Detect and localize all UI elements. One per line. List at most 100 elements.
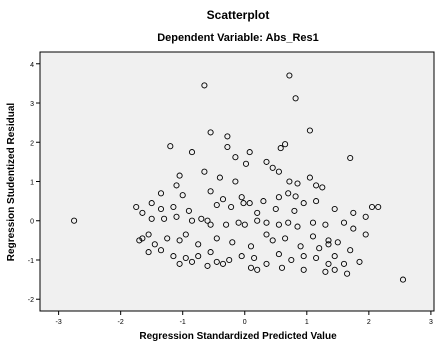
data-point [322,221,329,228]
data-point [254,209,261,216]
data-point [331,266,338,273]
data-point [188,258,196,265]
y-tick-label: -2 [28,297,34,304]
data-point [285,219,292,226]
data-point [182,231,189,238]
data-point [263,158,270,165]
data-point [319,184,326,191]
data-point [291,207,298,214]
data-point [176,172,183,179]
data-point [325,241,332,248]
data-point [161,215,168,222]
data-point [300,253,307,260]
data-point [269,237,276,244]
x-axis-label: Regression Standardized Predicted Value [139,331,337,342]
data-point [347,154,354,162]
data-point [224,133,231,140]
data-point [229,239,236,246]
data-point [240,200,247,207]
data-point [238,194,245,201]
y-tick-label: 0 [30,219,34,226]
data-point [219,260,227,267]
data-point [313,198,320,205]
data-point [148,215,155,222]
y-tick-label: 3 [30,101,34,108]
data-point [322,268,329,275]
data-point [201,168,208,175]
data-point [344,270,351,277]
chart-title: Scatterplot [207,8,270,22]
chart-subtitle: Dependent Variable: Abs_Res1 [157,32,319,44]
data-point [188,217,196,224]
data-point [213,201,220,209]
data-point [399,276,407,283]
data-point [136,237,143,244]
data-point [242,160,250,167]
data-point [309,233,317,240]
y-axis-label: Regression Studentized Residual [6,103,17,262]
data-point [241,221,248,228]
data-point [331,205,338,213]
data-point [235,219,242,226]
data-point [195,241,202,248]
data-point [219,196,227,203]
data-point [148,200,155,207]
data-point [247,243,255,250]
data-point [331,253,338,260]
data-point [263,219,270,226]
data-point [151,241,158,248]
data-point [173,182,180,189]
data-point [254,266,261,273]
data-point [238,253,245,260]
data-point [207,188,214,195]
x-axis: -3 -2 -1 0 1 2 3 [55,311,433,326]
plot-area [39,51,435,312]
data-point [224,143,231,151]
data-point [176,260,183,267]
data-points [71,72,407,283]
x-tick-label: 2 [367,319,371,326]
data-point [157,205,165,213]
data-point [145,249,152,256]
x-tick-label: 3 [429,319,433,326]
data-point [246,149,253,156]
data-point [309,219,317,226]
data-point [185,207,192,214]
data-point [167,143,174,150]
data-point [228,203,235,211]
data-point [269,164,276,171]
data-point [275,168,282,175]
y-axis: 4 3 2 1 0 -1 -2 [28,62,40,304]
data-point [316,245,323,252]
data-point [375,203,382,211]
data-point [139,209,146,216]
data-point [278,264,286,271]
data-point [263,260,270,267]
data-point [188,149,196,156]
data-point [173,213,180,220]
data-point [213,235,220,242]
data-point [306,127,313,134]
data-point [226,256,233,264]
y-tick-label: 4 [30,62,34,69]
data-point [286,178,293,185]
data-point [216,174,223,181]
data-point [272,205,279,213]
data-point [288,256,295,264]
data-point [195,253,202,260]
x-tick-label: -2 [118,319,124,326]
data-point [275,194,282,201]
y-tick-label: -1 [28,258,34,265]
data-point [246,200,253,207]
data-point [164,235,171,242]
data-point [313,254,320,262]
data-point [294,223,301,230]
x-tick-label: -1 [180,319,186,326]
data-point [297,243,304,250]
data-point [157,247,165,254]
data-point [223,221,230,228]
data-point [232,178,239,185]
data-point [325,237,332,244]
data-point [71,217,78,224]
data-point [347,247,354,254]
